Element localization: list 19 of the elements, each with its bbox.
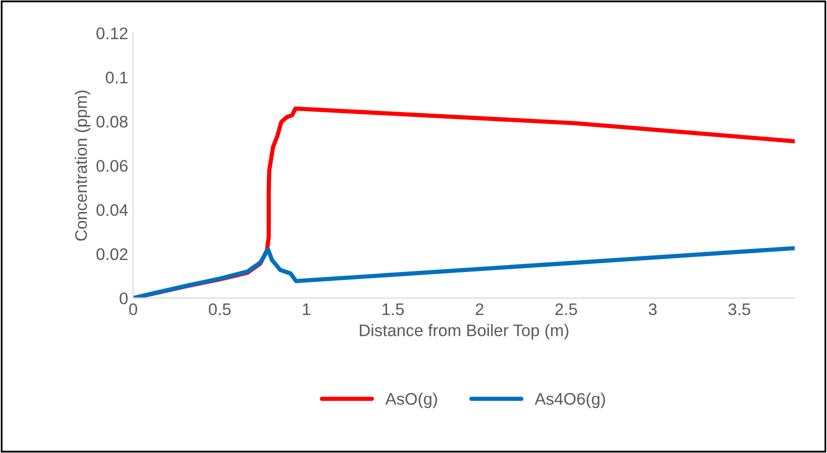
y-tick-label: 0.08	[96, 116, 128, 128]
x-tick-label: 0.5	[208, 303, 231, 316]
y-tick-label: 0	[120, 292, 128, 304]
x-tick-label: 2.5	[555, 303, 578, 316]
x-tick-label: 3	[648, 303, 657, 316]
y-tick-label: 0.04	[96, 204, 128, 216]
y-tick-label: 0.06	[96, 160, 128, 172]
x-tick-label: 1	[302, 304, 310, 316]
x-tick-label: 1.5	[382, 304, 404, 316]
y-tick-label: 0.02	[96, 248, 128, 260]
x-tick-label: 2	[476, 303, 484, 316]
legend-label: As4O6(g)	[534, 392, 605, 408]
x-tick-label: 3.5	[728, 303, 750, 316]
x-axis-title: Distance from Boiler Top (m)	[360, 324, 568, 340]
legend-label: AsO(g)	[385, 392, 437, 408]
x-tick-label: 0	[129, 303, 138, 316]
y-tick-label: 0.1	[106, 72, 128, 84]
y-axis-title: Concentration (ppm)	[74, 90, 90, 241]
y-tick-label: 0.12	[96, 27, 128, 40]
